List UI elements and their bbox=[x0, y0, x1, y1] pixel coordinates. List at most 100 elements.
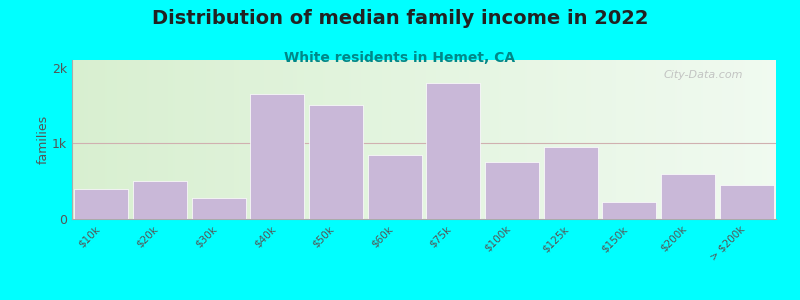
Bar bbox=[689, 60, 691, 219]
Bar bbox=[74, 189, 128, 219]
Bar bbox=[539, 60, 542, 219]
Bar bbox=[666, 60, 668, 219]
Bar bbox=[234, 60, 236, 219]
Bar bbox=[574, 60, 577, 219]
Bar bbox=[138, 60, 140, 219]
Bar bbox=[213, 60, 215, 219]
Bar bbox=[309, 105, 363, 219]
Bar bbox=[598, 60, 600, 219]
Bar bbox=[534, 60, 537, 219]
Bar bbox=[126, 60, 128, 219]
Bar bbox=[701, 60, 703, 219]
Bar bbox=[192, 198, 246, 219]
Bar bbox=[518, 60, 520, 219]
Text: City-Data.com: City-Data.com bbox=[663, 70, 743, 80]
Bar bbox=[661, 60, 663, 219]
Bar bbox=[441, 60, 442, 219]
Bar bbox=[356, 60, 358, 219]
Bar bbox=[147, 60, 150, 219]
Bar bbox=[729, 60, 731, 219]
Bar bbox=[698, 60, 701, 219]
Bar bbox=[445, 60, 447, 219]
Bar bbox=[532, 60, 534, 219]
Bar bbox=[560, 60, 562, 219]
Bar bbox=[506, 60, 509, 219]
Bar bbox=[462, 60, 464, 219]
Bar bbox=[300, 60, 302, 219]
Bar bbox=[633, 60, 635, 219]
Bar bbox=[328, 60, 330, 219]
Bar bbox=[98, 60, 100, 219]
Bar bbox=[358, 60, 361, 219]
Bar bbox=[206, 60, 208, 219]
Bar bbox=[412, 60, 414, 219]
Bar bbox=[466, 60, 469, 219]
Bar bbox=[90, 60, 93, 219]
Bar bbox=[494, 60, 497, 219]
Bar bbox=[715, 60, 718, 219]
Bar bbox=[685, 60, 687, 219]
Bar bbox=[208, 60, 210, 219]
Bar bbox=[236, 60, 238, 219]
Bar bbox=[119, 60, 122, 219]
Bar bbox=[100, 60, 102, 219]
Bar bbox=[203, 60, 206, 219]
Bar bbox=[410, 60, 412, 219]
Bar bbox=[159, 60, 161, 219]
Bar bbox=[638, 60, 640, 219]
Bar bbox=[326, 60, 328, 219]
Bar bbox=[769, 60, 771, 219]
Bar bbox=[260, 60, 262, 219]
Bar bbox=[718, 60, 720, 219]
Bar bbox=[487, 60, 490, 219]
Bar bbox=[670, 60, 673, 219]
Bar bbox=[605, 60, 607, 219]
Bar bbox=[286, 60, 288, 219]
Bar bbox=[218, 60, 220, 219]
Bar bbox=[595, 60, 598, 219]
Bar bbox=[436, 60, 438, 219]
Bar bbox=[255, 60, 258, 219]
Bar bbox=[600, 60, 602, 219]
Bar bbox=[586, 60, 588, 219]
Bar bbox=[645, 60, 647, 219]
Bar bbox=[194, 60, 196, 219]
Bar bbox=[696, 60, 698, 219]
Bar bbox=[150, 60, 152, 219]
Bar bbox=[407, 60, 410, 219]
Bar bbox=[130, 60, 133, 219]
Bar bbox=[452, 60, 454, 219]
Bar bbox=[201, 60, 203, 219]
Bar bbox=[658, 60, 661, 219]
Bar bbox=[426, 83, 480, 219]
Bar bbox=[163, 60, 166, 219]
Bar bbox=[593, 60, 595, 219]
Bar bbox=[635, 60, 638, 219]
Bar bbox=[72, 60, 74, 219]
Bar bbox=[471, 60, 474, 219]
Bar bbox=[602, 60, 605, 219]
Bar bbox=[278, 60, 281, 219]
Bar bbox=[187, 60, 190, 219]
Bar bbox=[157, 60, 159, 219]
Bar bbox=[492, 60, 494, 219]
Bar bbox=[724, 60, 726, 219]
Bar bbox=[612, 60, 614, 219]
Bar bbox=[133, 60, 135, 219]
Bar bbox=[288, 60, 290, 219]
Bar bbox=[346, 60, 349, 219]
Bar bbox=[323, 60, 326, 219]
Bar bbox=[457, 60, 459, 219]
Bar bbox=[675, 60, 678, 219]
Bar bbox=[337, 60, 339, 219]
Bar bbox=[145, 60, 147, 219]
Bar bbox=[766, 60, 769, 219]
Bar bbox=[504, 60, 506, 219]
Bar bbox=[546, 60, 548, 219]
Bar bbox=[720, 185, 774, 219]
Bar bbox=[306, 60, 309, 219]
Bar bbox=[746, 60, 748, 219]
Bar bbox=[590, 60, 593, 219]
Bar bbox=[542, 60, 544, 219]
Bar bbox=[762, 60, 764, 219]
